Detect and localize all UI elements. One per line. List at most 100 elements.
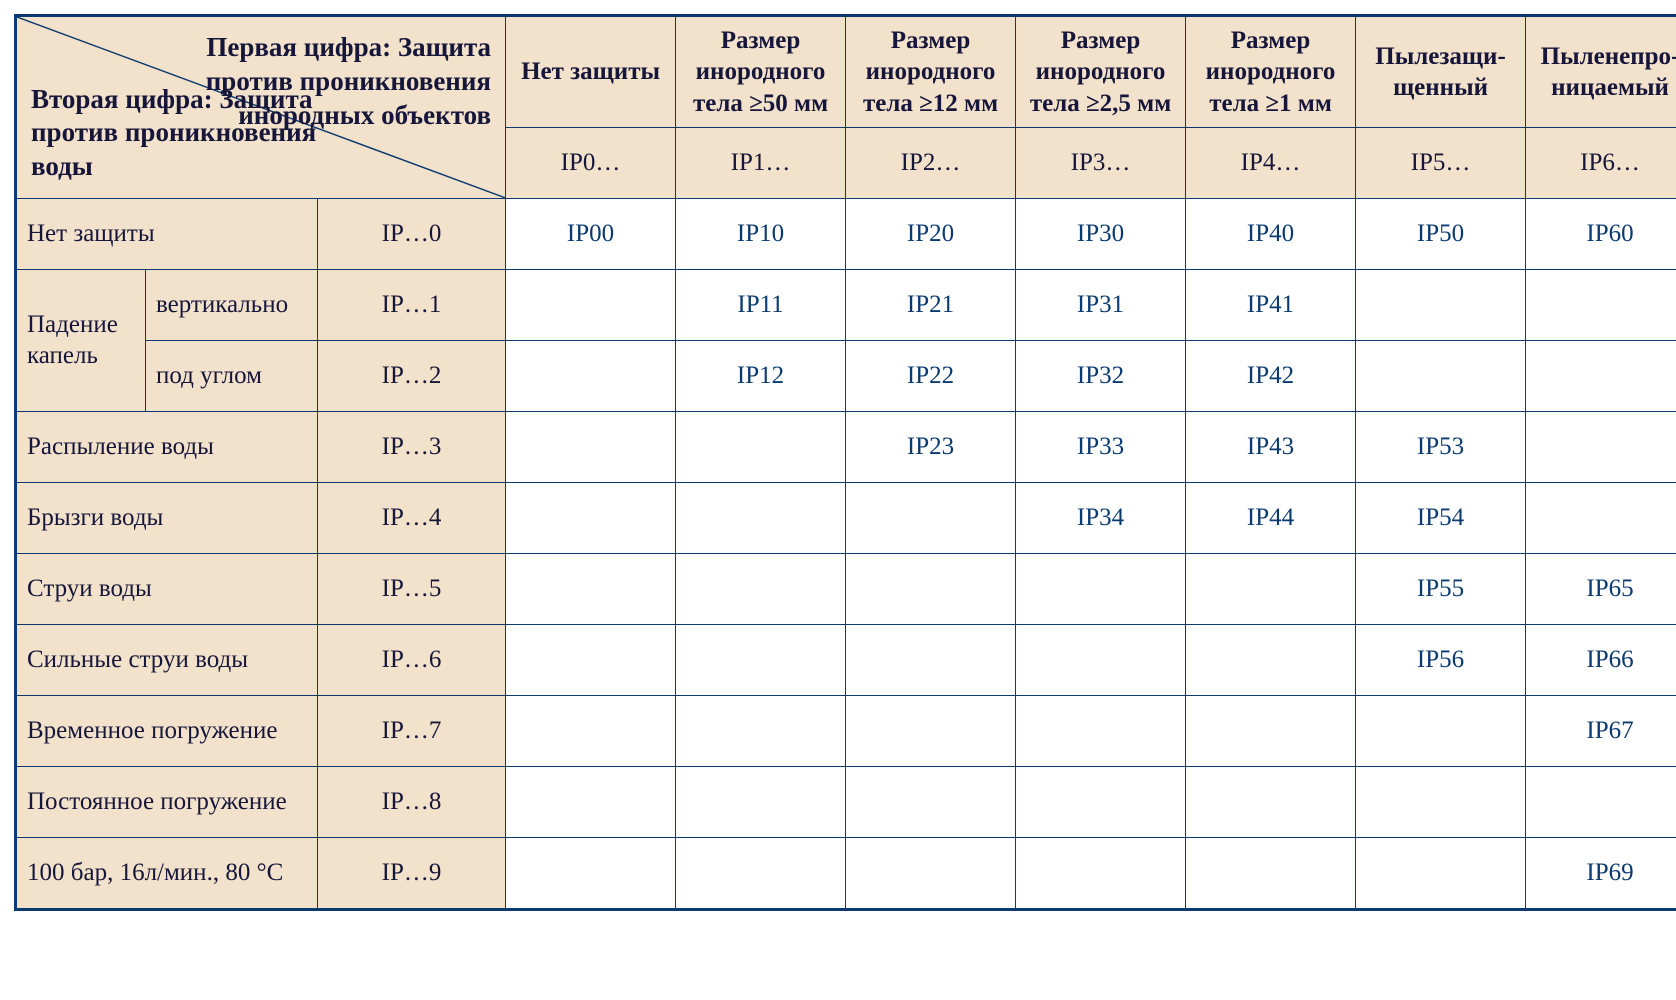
ip-cell [1016, 695, 1186, 766]
table-body: Нет защитыIP…0IP00IP10IP20IP30IP40IP50IP… [16, 198, 1676, 909]
ip-cell: IP66 [1526, 624, 1676, 695]
ip-cell: IP21 [846, 269, 1016, 340]
ip-cell: IP12 [676, 340, 846, 411]
ip-cell [1016, 837, 1186, 909]
ip-cell: IP32 [1016, 340, 1186, 411]
col-desc: Пыленепро­ницаемый [1526, 16, 1676, 128]
row-label-b: вертикально [146, 269, 318, 340]
table-row: Струи водыIP…5IP55IP65 [16, 553, 1676, 624]
corner-bottom-label: Вторая цифра: Защита против проникновени… [31, 83, 382, 184]
ip-cell [676, 695, 846, 766]
row-code: IP…9 [318, 837, 506, 909]
ip-cell [1526, 269, 1676, 340]
col-code: IP5… [1356, 127, 1526, 198]
ip-cell: IP31 [1016, 269, 1186, 340]
ip-cell: IP10 [676, 198, 846, 269]
ip-cell: IP67 [1526, 695, 1676, 766]
col-code: IP3… [1016, 127, 1186, 198]
table-row: Нет защитыIP…0IP00IP10IP20IP30IP40IP50IP… [16, 198, 1676, 269]
row-label-a: Падение капель [16, 269, 146, 411]
ip-cell: IP20 [846, 198, 1016, 269]
row-label-a: Постоянное погружение [16, 766, 318, 837]
ip-cell: IP22 [846, 340, 1016, 411]
ip-cell [676, 624, 846, 695]
header-row-desc: Первая цифра: Защита против проникновени… [16, 16, 1676, 128]
col-desc: Пылезащи­щенный [1356, 16, 1526, 128]
ip-cell [676, 482, 846, 553]
ip-cell: IP55 [1356, 553, 1526, 624]
ip-cell: IP34 [1016, 482, 1186, 553]
ip-cell: IP44 [1186, 482, 1356, 553]
ip-cell [846, 553, 1016, 624]
ip-cell [676, 766, 846, 837]
row-label-a: Струи воды [16, 553, 318, 624]
col-code: IP0… [506, 127, 676, 198]
ip-cell: IP30 [1016, 198, 1186, 269]
ip-cell [1186, 837, 1356, 909]
ip-cell: IP11 [676, 269, 846, 340]
ip-cell [506, 340, 676, 411]
col-code: IP2… [846, 127, 1016, 198]
row-label-a: Сильные струи воды [16, 624, 318, 695]
ip-cell: IP42 [1186, 340, 1356, 411]
ip-cell [1016, 553, 1186, 624]
ip-cell [676, 553, 846, 624]
ip-cell [1186, 695, 1356, 766]
ip-cell: IP65 [1526, 553, 1676, 624]
row-label-a: 100 бар, 16л/мин., 80 °C [16, 837, 318, 909]
ip-cell [846, 482, 1016, 553]
col-code: IP6… [1526, 127, 1676, 198]
ip-cell [506, 695, 676, 766]
ip-cell: IP00 [506, 198, 676, 269]
row-code: IP…1 [318, 269, 506, 340]
ip-cell [1526, 482, 1676, 553]
ip-cell [1356, 766, 1526, 837]
ip-cell [676, 411, 846, 482]
col-desc: Размер инородного тела ≥2,5 мм [1016, 16, 1186, 128]
ip-cell: IP53 [1356, 411, 1526, 482]
ip-cell [1356, 695, 1526, 766]
ip-cell: IP69 [1526, 837, 1676, 909]
ip-cell: IP54 [1356, 482, 1526, 553]
ip-rating-table: Первая цифра: Защита против проникновени… [14, 14, 1676, 911]
ip-cell [1526, 411, 1676, 482]
ip-cell [506, 766, 676, 837]
ip-cell: IP50 [1356, 198, 1526, 269]
row-code: IP…8 [318, 766, 506, 837]
ip-rating-table-wrap: Первая цифра: Защита против проникновени… [0, 0, 1676, 1000]
table-row: 100 бар, 16л/мин., 80 °CIP…9 IP69 [16, 837, 1676, 909]
table-row: Падение капельвертикальноIP…1IP11IP21IP3… [16, 269, 1676, 340]
ip-cell: IP60 [1526, 198, 1676, 269]
ip-cell [506, 624, 676, 695]
table-row: Постоянное погружениеIP…8 [16, 766, 1676, 837]
col-desc: Размер инородного тела ≥12 мм [846, 16, 1016, 128]
row-code: IP…4 [318, 482, 506, 553]
ip-cell [1526, 766, 1676, 837]
ip-cell [846, 695, 1016, 766]
row-label-a: Распыление воды [16, 411, 318, 482]
col-desc: Размер инородного тела ≥50 мм [676, 16, 846, 128]
row-code: IP…0 [318, 198, 506, 269]
ip-cell: IP43 [1186, 411, 1356, 482]
ip-cell [1186, 766, 1356, 837]
row-code: IP…7 [318, 695, 506, 766]
table-row: Брызги водыIP…4 IP34IP44IP54 [16, 482, 1676, 553]
row-label-a: Брызги воды [16, 482, 318, 553]
row-code: IP…3 [318, 411, 506, 482]
ip-cell [506, 553, 676, 624]
row-code: IP…6 [318, 624, 506, 695]
ip-cell [676, 837, 846, 909]
ip-cell [506, 411, 676, 482]
table-row: Сильные струи водыIP…6IP56IP66 [16, 624, 1676, 695]
col-code: IP4… [1186, 127, 1356, 198]
ip-cell: IP23 [846, 411, 1016, 482]
ip-cell [846, 837, 1016, 909]
ip-cell [1356, 269, 1526, 340]
table-row: под угломIP…2IP12IP22IP32IP42 [16, 340, 1676, 411]
ip-cell: IP41 [1186, 269, 1356, 340]
ip-cell [846, 766, 1016, 837]
col-desc: Размер инородного тела ≥1 мм [1186, 16, 1356, 128]
row-label-a: Временное погружение [16, 695, 318, 766]
row-label-a: Нет защиты [16, 198, 318, 269]
ip-cell [506, 837, 676, 909]
